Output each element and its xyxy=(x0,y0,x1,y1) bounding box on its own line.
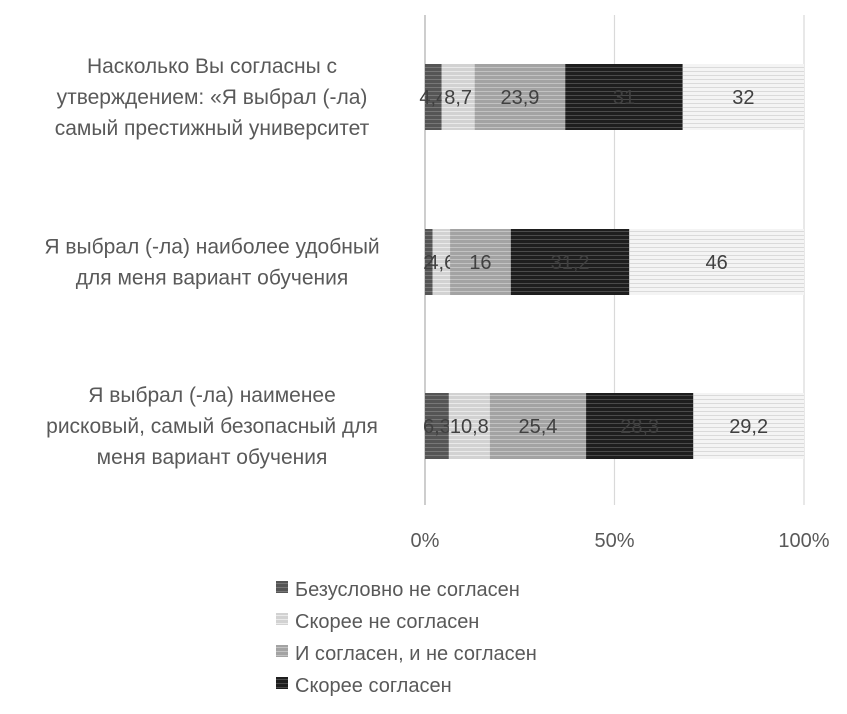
data-label-2-2: 25,4 xyxy=(518,416,557,438)
bar-segment-1-1 xyxy=(432,229,451,295)
data-label-1-4: 46 xyxy=(706,252,728,274)
bar-segment-0-3 xyxy=(565,64,683,130)
data-label-1-1: 4,6 xyxy=(427,252,455,274)
data-label-0-3: 31 xyxy=(613,87,635,109)
data-label-2-0: 6,3 xyxy=(423,416,451,438)
data-label-0-1: 8,7 xyxy=(444,87,472,109)
legend: Безусловно не согласен Скорее не согласен… xyxy=(276,579,537,697)
bar-segment-0-1 xyxy=(441,64,475,130)
bar-segment-2-0 xyxy=(425,393,449,459)
bar-segment-2-3 xyxy=(586,393,694,459)
x-tick-label-2: 100% xyxy=(778,530,829,552)
legend-entry-2: И согласен, и не согласен xyxy=(295,643,537,665)
legend-swatch-1 xyxy=(276,613,288,625)
x-axis-tick-labels: 0% 50% 100% xyxy=(411,530,830,552)
bars: 4,48,7 23,9 31 32 24,6 16 31,2 46 6,3 10,8 25,4 28,… xyxy=(419,64,804,459)
legend-entry-0: Безусловно не согласен xyxy=(295,579,520,601)
bar-segment-1-2 xyxy=(450,229,511,295)
bar-segment-0-4 xyxy=(682,64,804,130)
category-label-0: Насколько Вы согласны с утверждением: «Я … xyxy=(55,55,370,140)
data-label-1-0: 2 xyxy=(423,252,434,274)
data-label-0-0: 4,4 xyxy=(419,87,447,109)
x-tick-label-1: 50% xyxy=(594,530,634,552)
bar-segment-0-0 xyxy=(425,64,442,130)
bar-segment-2-1 xyxy=(448,393,490,459)
data-label-2-1: 10,8 xyxy=(450,416,489,438)
category-label-1: Я выбрал (-ла) наиболее удобный для меня … xyxy=(44,236,379,290)
legend-swatch-0 xyxy=(276,581,288,593)
x-tick-label-0: 0% xyxy=(411,530,440,552)
bar-segment-2-4 xyxy=(693,393,804,459)
legend-entry-1: Скорее не согласен xyxy=(295,611,479,633)
data-label-1-2: 16 xyxy=(469,252,491,274)
bar-segment-1-4 xyxy=(629,229,804,295)
legend-swatch-2 xyxy=(276,645,288,657)
bar-segment-0-2 xyxy=(474,64,566,130)
data-label-2-4: 29,2 xyxy=(729,416,768,438)
legend-swatch-3 xyxy=(276,677,288,689)
legend-entry-3: Скорее согласен xyxy=(295,675,452,697)
category-label-2: Я выбрал (-ла) наименее рисковый, самый б… xyxy=(46,384,378,469)
category-labels: Насколько Вы согласны с утверждением: «Я … xyxy=(44,55,379,469)
data-label-0-4: 32 xyxy=(732,87,754,109)
bar-segment-1-3 xyxy=(510,229,630,295)
data-label-0-2: 23,9 xyxy=(500,87,539,109)
data-label-1-3: 31,2 xyxy=(551,252,590,274)
data-label-2-3: 28,3 xyxy=(620,416,659,438)
bar-segment-1-0 xyxy=(425,229,433,295)
bar-segment-2-2 xyxy=(489,393,587,459)
